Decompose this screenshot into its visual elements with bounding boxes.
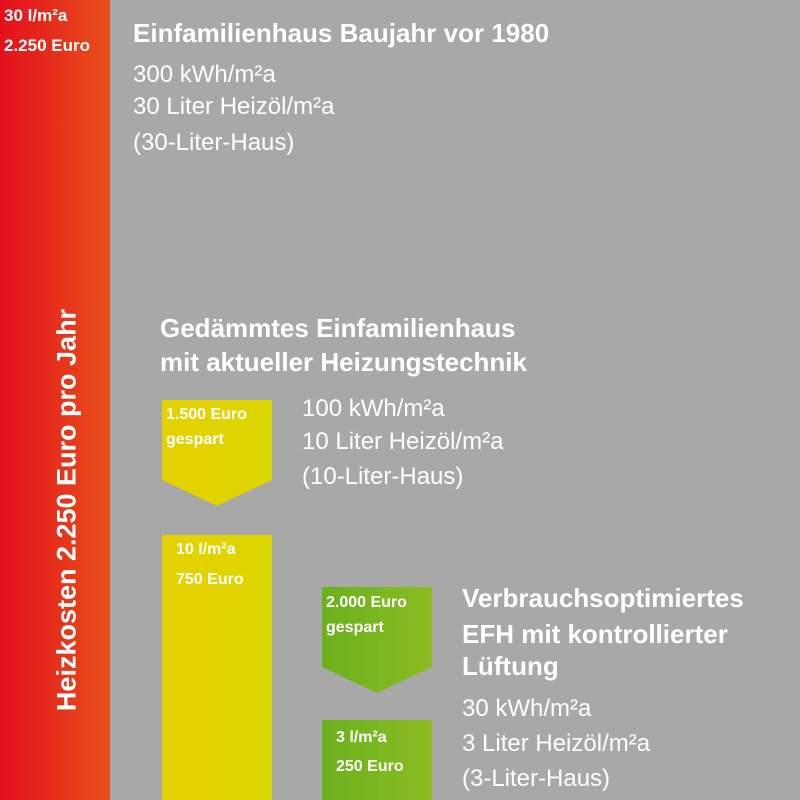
house-insulated-title-1: Gedämmtes Einfamilienhaus [160, 313, 516, 343]
house-1980-title: Einfamilienhaus Baujahr vor 1980 [133, 18, 550, 48]
savings-arrow-green [322, 587, 432, 693]
heating-cost-vertical-label: Heizkosten 2.250 Euro pro Jahr [51, 308, 82, 712]
savings-yellow-amount: 1.500 Euro [166, 406, 247, 423]
house-insulated-title-2: mit aktueller Heizungstechnik [160, 347, 527, 377]
house-optimized-title-3: Lüftung [462, 651, 559, 681]
yellow-bar-consumption: 10 l/m²a [176, 541, 236, 558]
house-optimized-label: (3-Liter-Haus) [462, 765, 611, 792]
green-bar-cost: 250 Euro [336, 758, 404, 775]
savings-green-word: gespart [326, 619, 384, 636]
house-optimized-title-2: EFH mit kontrollierter [462, 619, 728, 649]
red-bar-consumption: 30 l/m²a [4, 6, 68, 25]
savings-arrow-yellow [162, 400, 272, 506]
house-optimized-oil: 3 Liter Heizöl/m²a [462, 730, 651, 757]
house-1980-kwh: 300 kWh/m²a [133, 61, 276, 88]
house-1980-label: (30-Liter-Haus) [133, 129, 295, 156]
savings-green-amount: 2.000 Euro [326, 594, 407, 611]
yellow-bar-cost: 750 Euro [176, 571, 244, 588]
house-1980-oil: 30 Liter Heizöl/m²a [133, 93, 335, 120]
house-optimized-title-1: Verbrauchsoptimiertes [462, 583, 744, 613]
red-bar-cost: 2.250 Euro [4, 36, 90, 55]
house-insulated-kwh: 100 kWh/m²a [302, 395, 445, 422]
green-cost-bar [322, 720, 432, 800]
red-cost-bar [0, 0, 110, 800]
yellow-cost-bar [162, 535, 272, 800]
house-optimized-kwh: 30 kWh/m²a [462, 695, 592, 722]
house-insulated-label: (10-Liter-Haus) [302, 463, 464, 490]
savings-yellow-word: gespart [166, 431, 224, 448]
green-bar-consumption: 3 l/m²a [336, 729, 387, 746]
house-insulated-oil: 10 Liter Heizöl/m²a [302, 428, 504, 455]
